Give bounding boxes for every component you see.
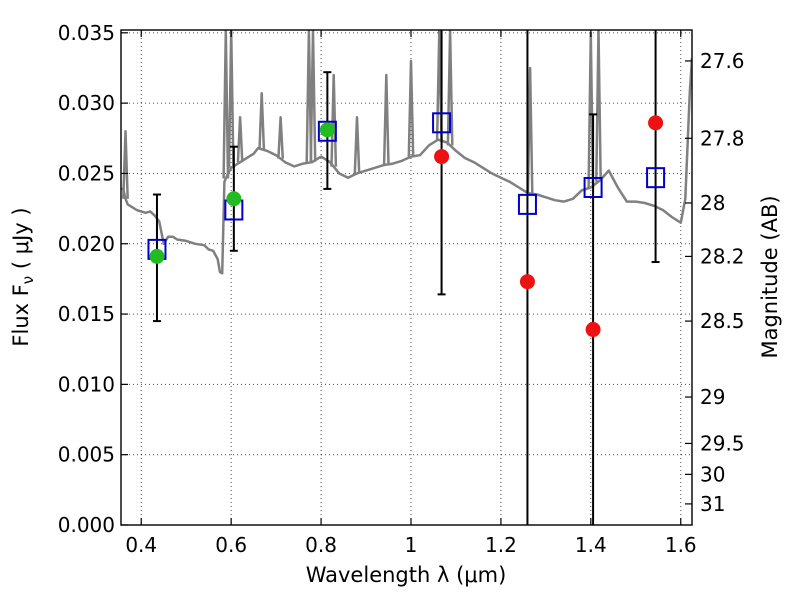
emission-line xyxy=(277,115,285,159)
y-axis-label-unit: ( μJy ) xyxy=(9,207,33,275)
x-tick-label: 0.8 xyxy=(305,533,337,557)
emission-line xyxy=(258,92,266,150)
model-photometry-square xyxy=(517,193,537,215)
model-photometry-square xyxy=(646,167,666,189)
observed-flux-point xyxy=(319,122,335,138)
observed-flux-point xyxy=(648,115,664,131)
y-tick-label: 0.020 xyxy=(58,232,115,256)
emission-line xyxy=(446,30,454,146)
emission-line xyxy=(122,130,129,199)
model-spectrum-line xyxy=(121,58,692,275)
magnitude-tick-label: 27.8 xyxy=(700,126,745,150)
y-tick-label: 0.035 xyxy=(58,21,115,45)
emission-line xyxy=(407,59,415,157)
magnitude-tick-label: 28 xyxy=(700,191,725,215)
magnitude-tick-label: 29.5 xyxy=(700,431,745,455)
emission-line xyxy=(309,30,317,162)
observed-flux-point xyxy=(149,248,165,264)
y-tick-label: 0.010 xyxy=(58,372,115,396)
y-tick-label: 0.000 xyxy=(58,513,115,537)
y-tick-label: 0.025 xyxy=(58,161,115,185)
x-tick-label: 1 xyxy=(405,533,418,557)
model-photometry-square xyxy=(432,112,452,134)
model-photometry-square xyxy=(583,177,603,198)
observed-flux-point xyxy=(585,322,601,338)
plot-frame xyxy=(120,29,693,526)
emission-line xyxy=(595,30,602,182)
y-axis-label-main: Flux F xyxy=(9,284,33,346)
magnitude-tick-label: 28.2 xyxy=(700,244,745,268)
magnitude-tick-label: 28.5 xyxy=(700,309,745,333)
x-tick-label: 0.4 xyxy=(125,533,157,557)
x-axis-label: Wavelength λ (μm) xyxy=(306,563,507,587)
magnitude-tick-label: 27.6 xyxy=(700,49,745,73)
y-tick-label: 0.030 xyxy=(58,91,115,115)
x-tick-label: 0.6 xyxy=(215,533,247,557)
y-axis-label: Flux Fν ( μJy ) xyxy=(9,207,37,346)
right-axis-label: Magnitude (AB) xyxy=(758,195,782,358)
magnitude-tick-label: 31 xyxy=(700,492,725,516)
magnitude-tick-label: 29 xyxy=(700,385,725,409)
emission-line xyxy=(236,115,244,163)
observed-flux-point xyxy=(226,191,242,207)
model-photometry-square xyxy=(317,120,337,142)
observed-flux-point xyxy=(519,274,535,290)
y-tick-label: 0.005 xyxy=(58,443,115,467)
emission-line xyxy=(222,30,230,179)
x-tick-label: 1.2 xyxy=(485,533,517,557)
observed-flux-point xyxy=(434,149,450,165)
emission-line xyxy=(227,30,235,168)
x-tick-label: 1.4 xyxy=(575,533,607,557)
emission-line xyxy=(526,66,534,194)
grid xyxy=(121,30,692,526)
emission-line xyxy=(353,115,361,174)
ticks: 0.4 0.6 0.8 1 1.2 1.4 1.6 0.000 0.005 0.010 0.015 0… xyxy=(58,21,745,557)
y-axis-label-sub: ν xyxy=(19,276,37,284)
y-tick-label: 0.015 xyxy=(58,302,115,326)
model-spectrum xyxy=(121,30,692,275)
x-tick-label: 1.6 xyxy=(665,533,697,557)
emission-line xyxy=(382,73,390,165)
magnitude-tick-label: 30 xyxy=(700,462,725,486)
data-points xyxy=(147,112,666,338)
